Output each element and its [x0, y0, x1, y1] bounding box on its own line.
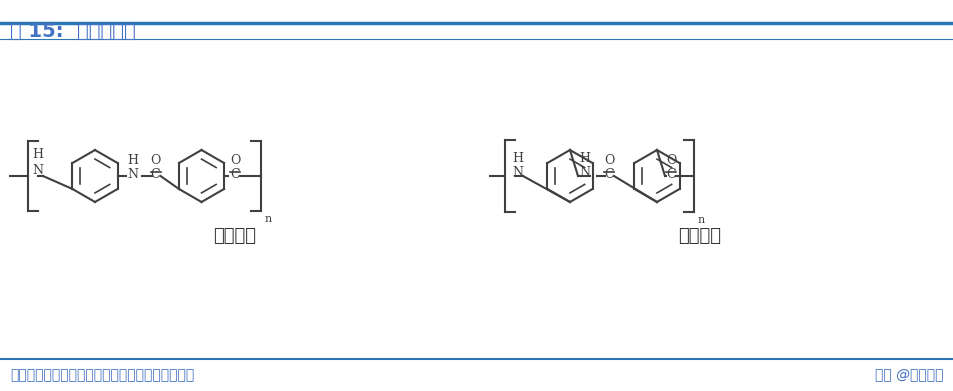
Text: 头条 @远瞻智库: 头条 @远瞻智库	[875, 368, 943, 382]
Text: O: O	[665, 154, 676, 167]
Text: C: C	[230, 167, 239, 181]
Text: H: H	[32, 147, 44, 160]
Text: H: H	[127, 154, 138, 167]
Text: 对位芳纶: 对位芳纶	[213, 227, 256, 245]
Text: C: C	[603, 167, 613, 181]
Text: 间位芳纶: 间位芳纶	[678, 227, 720, 245]
Text: 图 15:  芳纶结构式: 图 15: 芳纶结构式	[10, 22, 135, 41]
Text: O: O	[603, 154, 614, 167]
Text: H: H	[578, 151, 590, 165]
Text: H: H	[512, 151, 523, 165]
Text: N: N	[127, 167, 138, 181]
Text: n: n	[698, 215, 704, 225]
Text: N: N	[32, 163, 44, 176]
Text: n: n	[265, 214, 272, 224]
Text: 资料来源：中国复合材料学会，安信证券研究中心: 资料来源：中国复合材料学会，安信证券研究中心	[10, 368, 194, 382]
Text: N: N	[512, 165, 523, 179]
Text: C: C	[665, 167, 675, 181]
Text: O: O	[230, 154, 240, 167]
Text: C: C	[151, 167, 160, 181]
Text: O: O	[151, 154, 160, 167]
Text: N: N	[578, 167, 590, 179]
